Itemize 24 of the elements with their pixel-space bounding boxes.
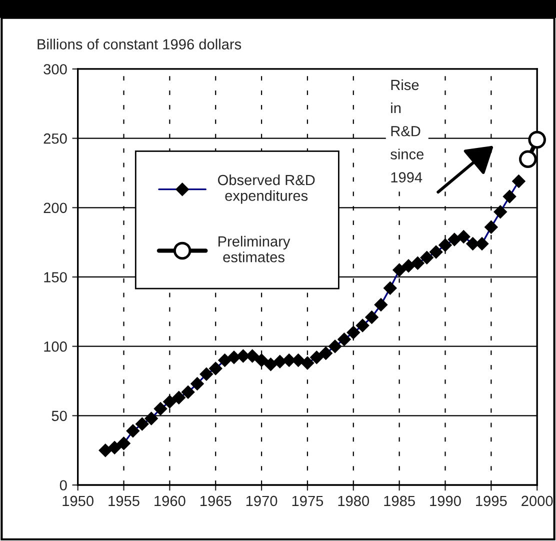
y-tick-label: 200 [44, 202, 67, 214]
x-tick-label: 1990 [430, 496, 461, 506]
x-tick-label: 1970 [246, 496, 278, 506]
y-tick-label: 50 [52, 410, 67, 422]
point [528, 130, 546, 149]
x-tick-label: 1960 [154, 496, 186, 506]
x-tick-label: 1965 [200, 496, 232, 506]
x-tick-label: 1980 [338, 496, 370, 506]
y-axis-title: Billions of constant 1996 dollars [38, 38, 242, 50]
y-tick-label: 300 [44, 64, 67, 74]
x-tick-label: 1950 [62, 496, 94, 506]
y-tick-label: 0 [60, 480, 67, 490]
annotation: Rise in R&D since 1994 [390, 79, 424, 183]
x-tick-label: 1975 [292, 496, 324, 506]
x-tick-label: 1955 [108, 496, 140, 506]
legend-label: Observed R&D expenditures [218, 174, 315, 204]
y-tick-label: 100 [44, 341, 67, 352]
point [519, 150, 537, 168]
legend-label: Preliminary estimates [218, 236, 290, 262]
y-tick-label: 150 [44, 272, 67, 282]
x-tick-label: 1985 [384, 496, 415, 506]
x-tick-label: 1995 [476, 496, 507, 506]
x-tick-label: 2000 [522, 496, 553, 506]
y-tick-label: 250 [44, 133, 67, 144]
